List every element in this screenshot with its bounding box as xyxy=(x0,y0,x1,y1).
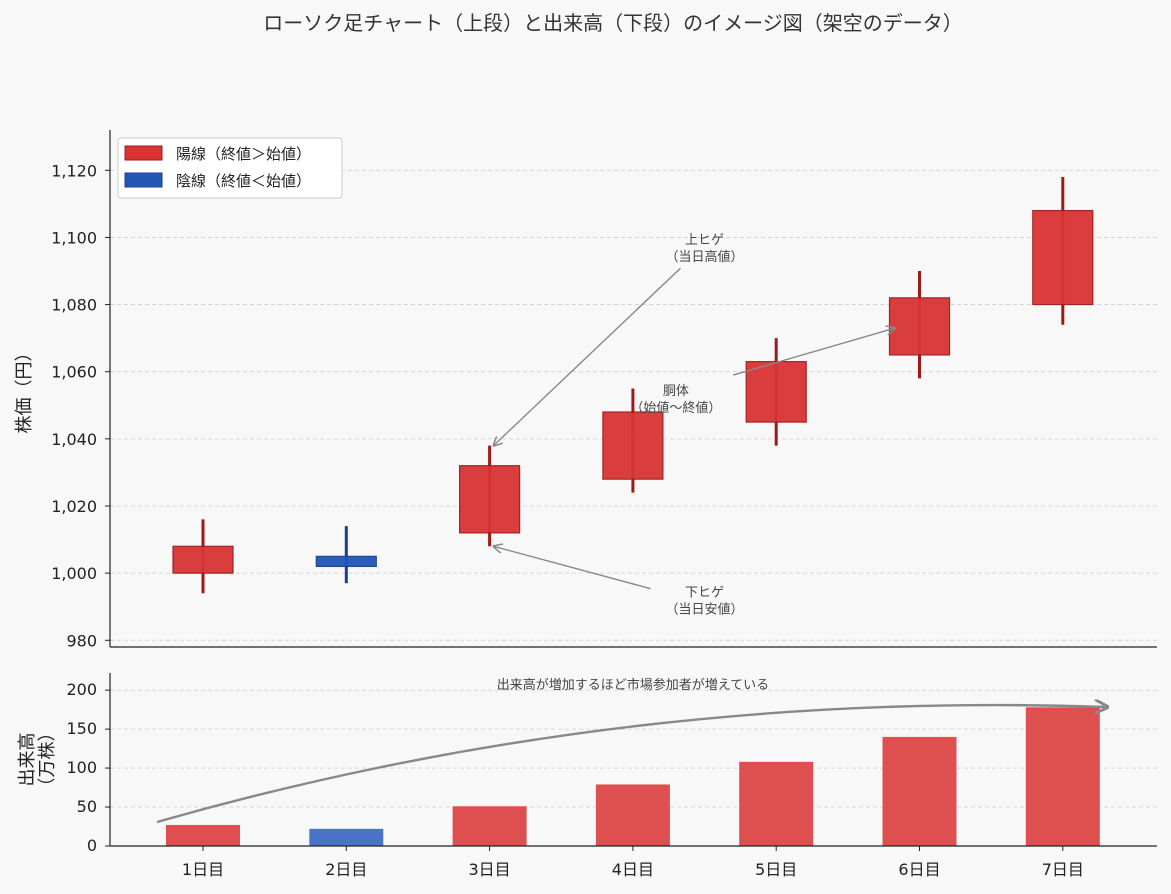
annotation-text: （当日安値） xyxy=(666,602,744,618)
price-tick-label: 1,080 xyxy=(51,296,97,315)
chart-title: ローソク足チャート（上段）と出来高（下段）のイメージ図（架空のデータ） xyxy=(263,11,962,35)
volume-tick-label: 200 xyxy=(66,680,97,699)
legend-swatch-down xyxy=(124,172,163,188)
legend-box xyxy=(117,137,343,199)
price-tick-label: 980 xyxy=(66,631,97,650)
price-tick-label: 1,040 xyxy=(51,430,97,449)
candle-body xyxy=(602,411,664,480)
price-tick-label: 1,100 xyxy=(51,228,97,247)
legend-label-down: 陰線（終値＜始値） xyxy=(176,172,311,190)
x-tick-label: 1日目 xyxy=(182,860,224,879)
price-tick-label: 1,060 xyxy=(51,363,97,382)
volume-bar xyxy=(739,761,814,846)
annotation-text: 下ヒゲ xyxy=(685,586,724,601)
x-tick-label: 2日目 xyxy=(325,860,367,879)
candle-body xyxy=(172,545,234,574)
axes-layer: 980 1,000 1,020 1,040 1,060 1,080 1,100 1,120 0 5… xyxy=(14,130,1157,879)
volume-y-axis-title: （万株） xyxy=(37,724,58,796)
annotation-arrow xyxy=(494,267,682,445)
volume-tick-label: 50 xyxy=(77,797,97,816)
volume-bar xyxy=(452,806,527,846)
candle-body xyxy=(888,297,951,356)
x-tick-label: 4日目 xyxy=(612,860,654,879)
annotation-text: （当日高値） xyxy=(666,249,744,265)
candle-body xyxy=(745,361,807,423)
annotation-text: （始値〜終値） xyxy=(630,400,721,416)
volume-bar xyxy=(882,736,957,846)
volume-tick-label: 0 xyxy=(87,836,97,855)
annotation-text: 上ヒゲ xyxy=(685,233,724,248)
annotation-layer: 上ヒゲ（当日高値） 胴体（始値〜終値） 下ヒゲ（当日安値） 出来高が増加するほど市場参… xyxy=(156,233,1106,824)
annotation-arrow xyxy=(494,546,651,590)
grid-layer xyxy=(110,169,1157,847)
volume-bar xyxy=(309,828,384,846)
volume-tick-label: 150 xyxy=(66,719,97,738)
volume-bar xyxy=(166,824,240,846)
price-panel xyxy=(172,177,1094,594)
annotation-arrow xyxy=(733,328,895,376)
price-y-axis-title: 株価（円） xyxy=(14,344,35,434)
x-tick-label: 3日目 xyxy=(469,860,511,879)
volume-trend-text: 出来高が増加するほど市場参加者が増えている xyxy=(497,677,769,693)
volume-y-axis-title: 出来高 xyxy=(17,733,38,787)
price-tick-label: 1,020 xyxy=(51,497,97,516)
volume-panel xyxy=(166,707,1100,846)
legend: 陽線（終値＞始値） 陰線（終値＜始値） xyxy=(117,137,343,199)
price-tick-label: 1,120 xyxy=(51,161,97,180)
volume-tick-label: 100 xyxy=(66,758,97,777)
volume-bar xyxy=(1025,707,1100,846)
x-tick-label: 5日目 xyxy=(755,860,797,879)
legend-label-up: 陽線（終値＞始値） xyxy=(176,145,311,163)
volume-bar xyxy=(595,784,670,846)
candle-body xyxy=(315,555,377,568)
legend-swatch-up xyxy=(124,145,163,161)
candle-body xyxy=(1032,209,1094,306)
volume-trend-arrow xyxy=(156,705,1106,824)
price-tick-label: 1,000 xyxy=(51,564,97,583)
candle-body xyxy=(459,465,521,534)
x-tick-label: 7日目 xyxy=(1042,860,1084,879)
x-tick-label: 6日目 xyxy=(898,860,940,879)
annotation-text: 胴体 xyxy=(663,384,689,399)
